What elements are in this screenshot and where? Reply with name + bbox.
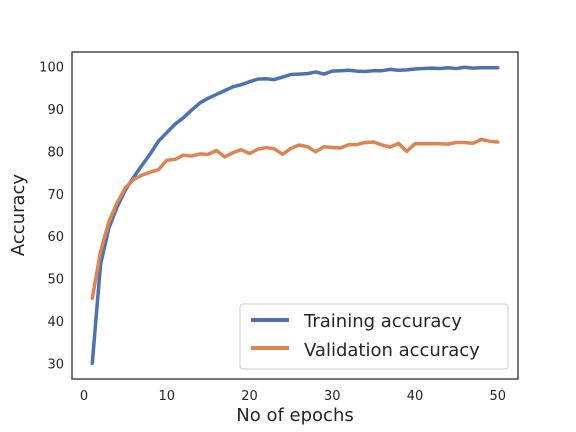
x-tick-label: 40 [407,389,424,404]
axes-frame [71,51,519,380]
legend: Training accuracy Validation accuracy [239,303,509,370]
legend-label-training: Training accuracy [303,311,462,332]
x-tick-label: 10 [158,389,175,404]
y-tick-label: 60 [47,230,64,245]
x-tick-label: 30 [324,389,341,404]
y-tick-label: 30 [47,358,64,373]
y-tick-label: 80 [47,145,64,160]
series-layer [90,65,500,366]
series-line-validation [90,137,500,301]
y-tick-label: 100 [39,60,64,75]
x-axis-label: No of epochs [236,405,353,426]
y-tick-labels: 30 40 50 60 70 80 90 100 [39,60,64,372]
y-axis-label: Accuracy [8,174,29,257]
legend-box [239,303,509,370]
x-tick-label: 0 [80,389,88,404]
legend-label-validation: Validation accuracy [304,340,480,361]
y-tick-label: 70 [47,188,64,203]
y-tick-label: 50 [47,273,64,288]
x-tick-labels: 0 10 20 30 40 50 [80,389,506,404]
x-tick-label: 20 [241,389,258,404]
series-line-training [90,65,500,366]
x-tick-label: 50 [489,389,506,404]
y-tick-label: 40 [47,315,64,330]
y-tick-label: 90 [47,103,64,118]
